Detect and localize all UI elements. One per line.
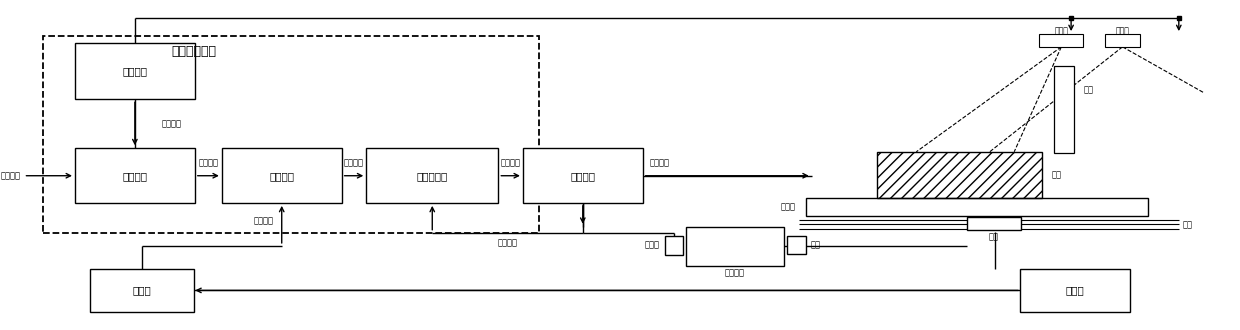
Bar bbox=[89, 269, 193, 312]
Text: 脉冲指令: 脉冲指令 bbox=[501, 159, 521, 168]
Bar bbox=[1019, 269, 1130, 312]
Bar bbox=[967, 217, 1021, 230]
Bar bbox=[1039, 34, 1084, 47]
Text: 形状控制: 形状控制 bbox=[123, 171, 148, 181]
Text: 刀具: 刀具 bbox=[1084, 86, 1094, 95]
Bar bbox=[222, 148, 342, 203]
Text: 螺母: 螺母 bbox=[990, 232, 999, 241]
Bar bbox=[686, 227, 784, 266]
Bar bbox=[74, 43, 195, 99]
Text: 计数器: 计数器 bbox=[133, 285, 151, 295]
Text: 位置反馈: 位置反馈 bbox=[253, 216, 273, 226]
Text: 伺服电机: 伺服电机 bbox=[724, 268, 744, 278]
Bar bbox=[366, 148, 498, 203]
Text: 控制信号: 控制信号 bbox=[343, 159, 363, 168]
Bar bbox=[74, 148, 195, 203]
Text: 光码盘: 光码盘 bbox=[645, 241, 660, 250]
Bar bbox=[787, 236, 806, 254]
Text: 工件: 工件 bbox=[1052, 170, 1061, 180]
Text: 丝杠: 丝杠 bbox=[1183, 220, 1193, 229]
Bar bbox=[806, 198, 1148, 216]
Bar bbox=[877, 152, 1042, 198]
Text: 伺服驱动: 伺服驱动 bbox=[570, 171, 595, 181]
Bar bbox=[1105, 34, 1140, 47]
Text: 脉冲发生器: 脉冲发生器 bbox=[417, 171, 448, 181]
Bar bbox=[1054, 66, 1074, 153]
Text: 光栅尺: 光栅尺 bbox=[1065, 285, 1084, 295]
Text: 驱动信号: 驱动信号 bbox=[650, 159, 670, 168]
Text: 脉冲反馈: 脉冲反馈 bbox=[497, 238, 517, 247]
Text: 摄像头: 摄像头 bbox=[1054, 26, 1068, 36]
Text: 目标形状: 目标形状 bbox=[1, 171, 21, 180]
Text: 形状反馈: 形状反馈 bbox=[161, 119, 182, 128]
Bar bbox=[523, 148, 642, 203]
Text: 齿轮: 齿轮 bbox=[811, 241, 821, 249]
Text: 位置控制: 位置控制 bbox=[269, 171, 294, 181]
Text: 工作台: 工作台 bbox=[781, 203, 796, 212]
Bar bbox=[665, 236, 683, 255]
Text: 分析计算单元: 分析计算单元 bbox=[171, 45, 216, 58]
Text: 激光器: 激光器 bbox=[1116, 26, 1130, 36]
Bar bbox=[43, 36, 538, 233]
Text: 位置信号: 位置信号 bbox=[198, 159, 218, 168]
Text: 形状重建: 形状重建 bbox=[123, 66, 148, 76]
